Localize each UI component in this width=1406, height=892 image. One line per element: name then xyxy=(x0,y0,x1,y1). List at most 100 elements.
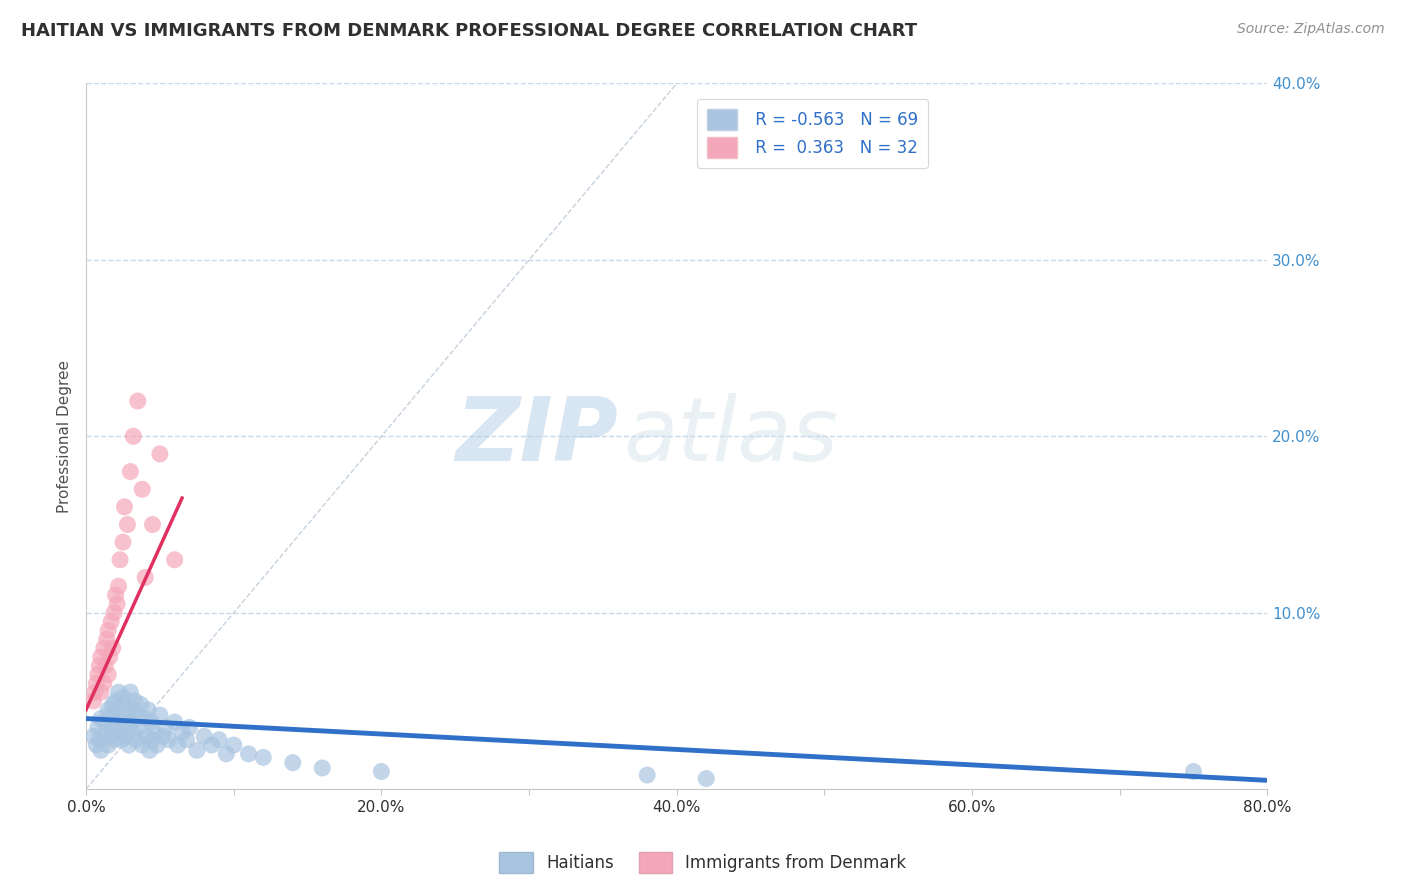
Point xyxy=(149,708,172,723)
Point xyxy=(149,447,172,461)
Legend:  R = -0.563   N = 69,  R =  0.363   N = 32: R = -0.563 N = 69, R = 0.363 N = 32 xyxy=(697,99,928,169)
Point xyxy=(170,725,193,739)
Point xyxy=(89,658,111,673)
Point xyxy=(157,732,180,747)
Point xyxy=(101,698,124,712)
Point xyxy=(121,703,143,717)
Point xyxy=(146,738,169,752)
Point xyxy=(97,624,120,638)
Point xyxy=(120,465,142,479)
Point xyxy=(127,708,149,723)
Point xyxy=(135,729,157,743)
Point xyxy=(311,761,333,775)
Point xyxy=(104,588,127,602)
Point xyxy=(101,720,124,734)
Point xyxy=(86,738,108,752)
Point xyxy=(93,715,115,730)
Y-axis label: Professional Degree: Professional Degree xyxy=(58,359,72,513)
Point xyxy=(107,685,129,699)
Point xyxy=(129,698,152,712)
Point xyxy=(125,732,148,747)
Point xyxy=(695,772,717,786)
Point xyxy=(118,738,141,752)
Point xyxy=(101,640,124,655)
Point xyxy=(281,756,304,770)
Point xyxy=(117,517,139,532)
Point xyxy=(143,725,166,739)
Point xyxy=(90,649,112,664)
Legend: Haitians, Immigrants from Denmark: Haitians, Immigrants from Denmark xyxy=(492,846,914,880)
Point xyxy=(222,738,245,752)
Point xyxy=(82,729,104,743)
Point xyxy=(104,715,127,730)
Point xyxy=(252,750,274,764)
Point xyxy=(86,676,108,690)
Point xyxy=(117,708,139,723)
Point xyxy=(215,747,238,761)
Point xyxy=(93,640,115,655)
Point xyxy=(134,570,156,584)
Point xyxy=(111,535,134,549)
Point xyxy=(166,738,188,752)
Point xyxy=(1182,764,1205,779)
Point xyxy=(238,747,260,761)
Point xyxy=(141,517,163,532)
Point xyxy=(163,715,186,730)
Point xyxy=(84,685,107,699)
Point xyxy=(114,500,136,514)
Point xyxy=(636,768,658,782)
Point xyxy=(97,738,120,752)
Point xyxy=(90,685,112,699)
Point xyxy=(131,738,153,752)
Point xyxy=(141,732,163,747)
Point xyxy=(186,743,208,757)
Point xyxy=(370,764,392,779)
Point xyxy=(90,743,112,757)
Point xyxy=(176,732,198,747)
Point xyxy=(155,720,177,734)
Point xyxy=(127,394,149,409)
Point xyxy=(120,715,142,730)
Point xyxy=(100,615,122,629)
Point xyxy=(94,658,117,673)
Point xyxy=(179,720,201,734)
Point xyxy=(107,579,129,593)
Point xyxy=(87,667,110,681)
Point xyxy=(200,738,222,752)
Text: atlas: atlas xyxy=(623,393,838,479)
Point xyxy=(128,720,150,734)
Point xyxy=(100,729,122,743)
Point xyxy=(122,429,145,443)
Point xyxy=(136,703,159,717)
Point xyxy=(105,597,128,611)
Point xyxy=(98,649,121,664)
Point xyxy=(111,720,134,734)
Point xyxy=(114,698,136,712)
Point xyxy=(108,712,131,726)
Point xyxy=(110,732,132,747)
Point xyxy=(98,708,121,723)
Point xyxy=(94,725,117,739)
Point xyxy=(120,685,142,699)
Point xyxy=(131,482,153,496)
Point xyxy=(134,712,156,726)
Point xyxy=(82,694,104,708)
Point xyxy=(138,743,160,757)
Point xyxy=(97,667,120,681)
Point xyxy=(93,676,115,690)
Point xyxy=(152,729,174,743)
Point xyxy=(163,553,186,567)
Point xyxy=(111,690,134,705)
Point xyxy=(103,732,125,747)
Point xyxy=(89,732,111,747)
Point xyxy=(97,703,120,717)
Point xyxy=(193,729,215,743)
Point xyxy=(108,553,131,567)
Text: Source: ZipAtlas.com: Source: ZipAtlas.com xyxy=(1237,22,1385,37)
Point xyxy=(107,725,129,739)
Point xyxy=(115,729,138,743)
Text: HAITIAN VS IMMIGRANTS FROM DENMARK PROFESSIONAL DEGREE CORRELATION CHART: HAITIAN VS IMMIGRANTS FROM DENMARK PROFE… xyxy=(21,22,917,40)
Point xyxy=(122,725,145,739)
Point xyxy=(104,694,127,708)
Point xyxy=(124,694,146,708)
